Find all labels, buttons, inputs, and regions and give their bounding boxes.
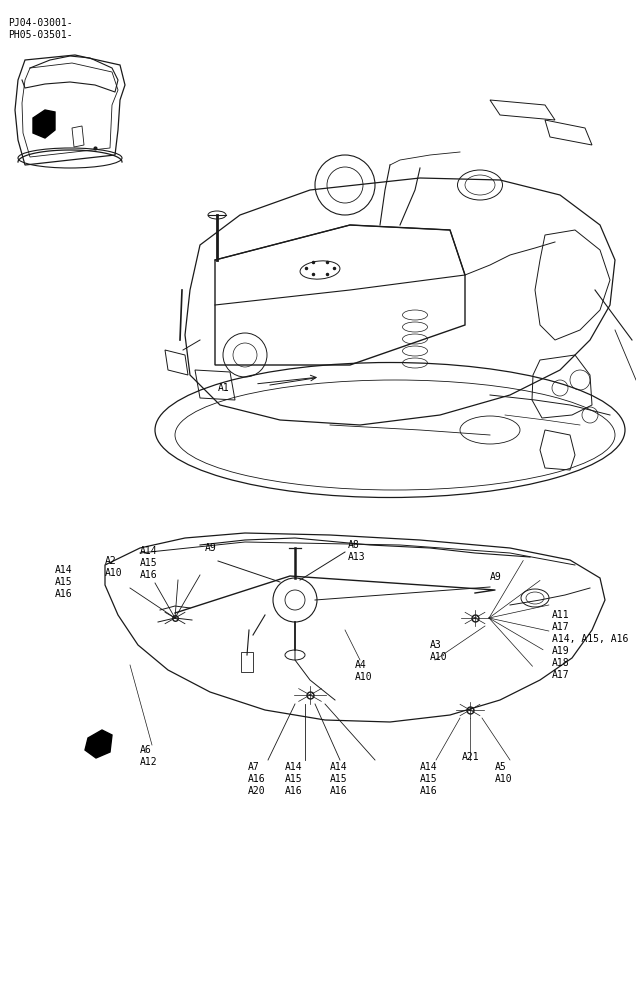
Text: A16: A16 bbox=[140, 570, 158, 580]
Text: A5: A5 bbox=[495, 762, 507, 772]
Text: A10: A10 bbox=[430, 652, 448, 662]
Text: A11: A11 bbox=[552, 610, 570, 620]
Text: A15: A15 bbox=[285, 774, 303, 784]
Text: A7: A7 bbox=[248, 762, 259, 772]
Bar bbox=[241, 652, 253, 672]
Text: A14: A14 bbox=[330, 762, 348, 772]
Text: A10: A10 bbox=[105, 568, 123, 578]
Text: A10: A10 bbox=[355, 672, 373, 682]
Text: A10: A10 bbox=[495, 774, 513, 784]
Text: A17: A17 bbox=[552, 670, 570, 680]
Text: A14: A14 bbox=[285, 762, 303, 772]
Text: A19: A19 bbox=[552, 646, 570, 656]
Text: A13: A13 bbox=[348, 552, 366, 562]
Text: A18: A18 bbox=[552, 658, 570, 668]
Text: A1: A1 bbox=[218, 383, 230, 393]
Text: A20: A20 bbox=[248, 786, 266, 796]
Polygon shape bbox=[85, 730, 112, 758]
Text: PJ04-03001-: PJ04-03001- bbox=[8, 18, 73, 28]
Text: A21: A21 bbox=[462, 752, 480, 762]
Text: A6: A6 bbox=[140, 745, 152, 755]
Text: PH05-03501-: PH05-03501- bbox=[8, 30, 73, 40]
Text: A15: A15 bbox=[330, 774, 348, 784]
Text: A14, A15, A16: A14, A15, A16 bbox=[552, 634, 628, 644]
Text: A4: A4 bbox=[355, 660, 367, 670]
Text: A16: A16 bbox=[420, 786, 438, 796]
Text: A15: A15 bbox=[140, 558, 158, 568]
Text: A14: A14 bbox=[420, 762, 438, 772]
Text: A16: A16 bbox=[285, 786, 303, 796]
Text: A16: A16 bbox=[248, 774, 266, 784]
Text: A9: A9 bbox=[490, 572, 502, 582]
Text: A9: A9 bbox=[205, 543, 217, 553]
Text: A14: A14 bbox=[55, 565, 73, 575]
Text: A14: A14 bbox=[140, 546, 158, 556]
Text: A15: A15 bbox=[420, 774, 438, 784]
Text: A15: A15 bbox=[55, 577, 73, 587]
Text: A8: A8 bbox=[348, 540, 360, 550]
Text: A2: A2 bbox=[105, 556, 117, 566]
Text: A3: A3 bbox=[430, 640, 442, 650]
Polygon shape bbox=[33, 110, 55, 138]
Text: A16: A16 bbox=[55, 589, 73, 599]
Text: A17: A17 bbox=[552, 622, 570, 632]
Polygon shape bbox=[72, 126, 84, 147]
Text: A12: A12 bbox=[140, 757, 158, 767]
Text: A16: A16 bbox=[330, 786, 348, 796]
